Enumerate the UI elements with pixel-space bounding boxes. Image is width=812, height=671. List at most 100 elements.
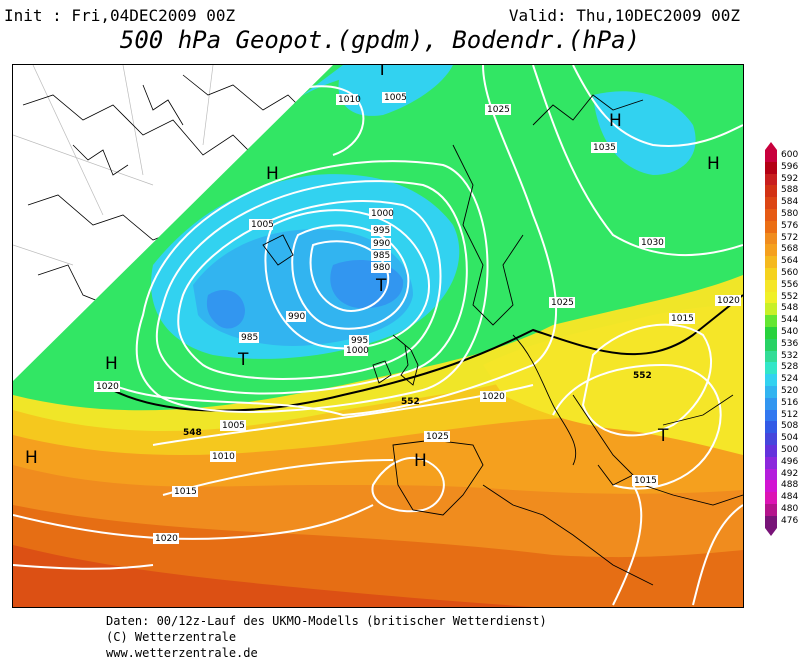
svg-text:995: 995 [373, 226, 390, 236]
svg-text:1015: 1015 [634, 476, 657, 486]
legend-row: 592 [765, 173, 809, 186]
legend-swatch [765, 326, 777, 339]
isobar-label: 1025 [424, 431, 450, 442]
svg-text:990: 990 [288, 312, 305, 322]
legend-swatch [765, 173, 777, 186]
legend-label: 572 [781, 232, 799, 243]
isobar-label: 1015 [632, 475, 658, 486]
legend-swatch [765, 444, 777, 457]
legend-label: 536 [781, 338, 799, 349]
svg-text:1015: 1015 [174, 487, 197, 497]
legend-label: 484 [781, 492, 799, 503]
init-time: Init : Fri,04DEC2009 00Z [4, 6, 236, 25]
legend-label: 568 [781, 244, 799, 255]
svg-text:1020: 1020 [482, 392, 505, 402]
legend-label: 480 [781, 503, 799, 514]
legend-row: 588 [765, 185, 809, 198]
legend-label: 552 [781, 291, 799, 302]
svg-text:990: 990 [373, 239, 390, 249]
legend-row: 576 [765, 220, 809, 233]
legend-swatch [765, 374, 777, 386]
legend-swatch [765, 244, 777, 257]
svg-text:1025: 1025 [487, 105, 510, 115]
svg-text:1000: 1000 [346, 346, 369, 356]
legend-label: 476 [781, 515, 799, 526]
footer: Daten: 00/12z-Lauf des UKMO-Modells (bri… [106, 613, 547, 661]
legend-label: 576 [781, 220, 799, 231]
legend-row: 504 [765, 433, 809, 445]
legend-label: 520 [781, 385, 799, 396]
legend-label: 488 [781, 480, 799, 491]
legend-row: 496 [765, 456, 809, 469]
legend-row: 492 [765, 468, 809, 481]
weather-map: 1010 1005 1025 1035 1005 1000 995 990 98… [12, 64, 744, 608]
legend-label: 500 [781, 444, 799, 455]
svg-text:985: 985 [373, 251, 390, 261]
legend-label: 528 [781, 362, 799, 373]
legend-row: 524 [765, 374, 809, 386]
legend-row: 476 [765, 515, 809, 528]
legend-swatch [765, 338, 777, 351]
legend-swatch [765, 362, 777, 375]
legend-row: 584 [765, 197, 809, 209]
legend-row: 568 [765, 244, 809, 257]
isobar-label: 1025 [549, 297, 575, 308]
isobar-label: 980 [371, 262, 391, 273]
color-scale-legend: 600 596 592 588 584 580 576 572 568 564 560 556 552 5… [765, 142, 809, 536]
svg-text:1010: 1010 [338, 95, 361, 105]
isobar-label: 1015 [669, 313, 695, 324]
legend-swatch [765, 291, 777, 304]
legend-row: 552 [765, 291, 809, 304]
legend-label: 524 [781, 374, 799, 385]
legend-row: 516 [765, 397, 809, 410]
isobar-label: 995 [349, 335, 369, 346]
legend-row: 540 [765, 326, 809, 339]
isobar-label: 990 [286, 311, 306, 322]
high-pressure-marker: H [105, 354, 118, 374]
legend-row: 512 [765, 409, 809, 422]
svg-text:1005: 1005 [222, 421, 245, 431]
isobar-label: 990 [371, 238, 391, 249]
legend-swatch [765, 279, 777, 292]
legend-swatch [765, 397, 777, 410]
legend-label: 592 [781, 173, 799, 184]
isobar-label: 1010 [336, 94, 361, 105]
isobar-label: 1000 [369, 208, 394, 219]
data-source-credit: Daten: 00/12z-Lauf des UKMO-Modells (bri… [106, 614, 547, 628]
high-pressure-marker: H [25, 448, 38, 468]
legend-row: 520 [765, 385, 809, 398]
legend-row: 488 [765, 480, 809, 493]
legend-swatch [765, 409, 777, 422]
legend-label: 548 [781, 303, 799, 314]
legend-swatch [765, 267, 777, 280]
low-pressure-marker: T [375, 276, 387, 296]
valid-time: Valid: Thu,10DEC2009 00Z [508, 6, 740, 25]
legend-swatch [765, 421, 777, 434]
legend-row: 580 [765, 208, 809, 221]
legend-swatch [765, 433, 777, 445]
isobar-label: 1015 [172, 486, 198, 497]
low-pressure-marker: T [237, 350, 249, 370]
geopot-label: 552 [633, 371, 652, 381]
isobar-label: 1035 [591, 142, 617, 153]
legend-swatch [765, 161, 777, 174]
low-pressure-marker: T [376, 65, 388, 80]
legend-swatch [765, 468, 777, 481]
svg-text:1015: 1015 [671, 314, 694, 324]
isobar-label: 985 [239, 332, 259, 343]
legend-swatch [765, 385, 777, 398]
legend-swatch [765, 185, 777, 198]
legend-row: 484 [765, 492, 809, 504]
low-pressure-marker: T [657, 426, 669, 446]
legend-swatch [765, 492, 777, 504]
legend-row: 480 [765, 503, 809, 516]
svg-text:1005: 1005 [251, 220, 274, 230]
isobar-label: 985 [371, 250, 391, 261]
svg-text:1020: 1020 [96, 382, 119, 392]
legend-label: 508 [781, 421, 799, 432]
legend-row: 572 [765, 232, 809, 245]
legend-label: 560 [781, 267, 799, 278]
isobar-label: 1030 [639, 237, 665, 248]
isobar-label: 1005 [382, 92, 407, 103]
legend-row: 508 [765, 421, 809, 434]
